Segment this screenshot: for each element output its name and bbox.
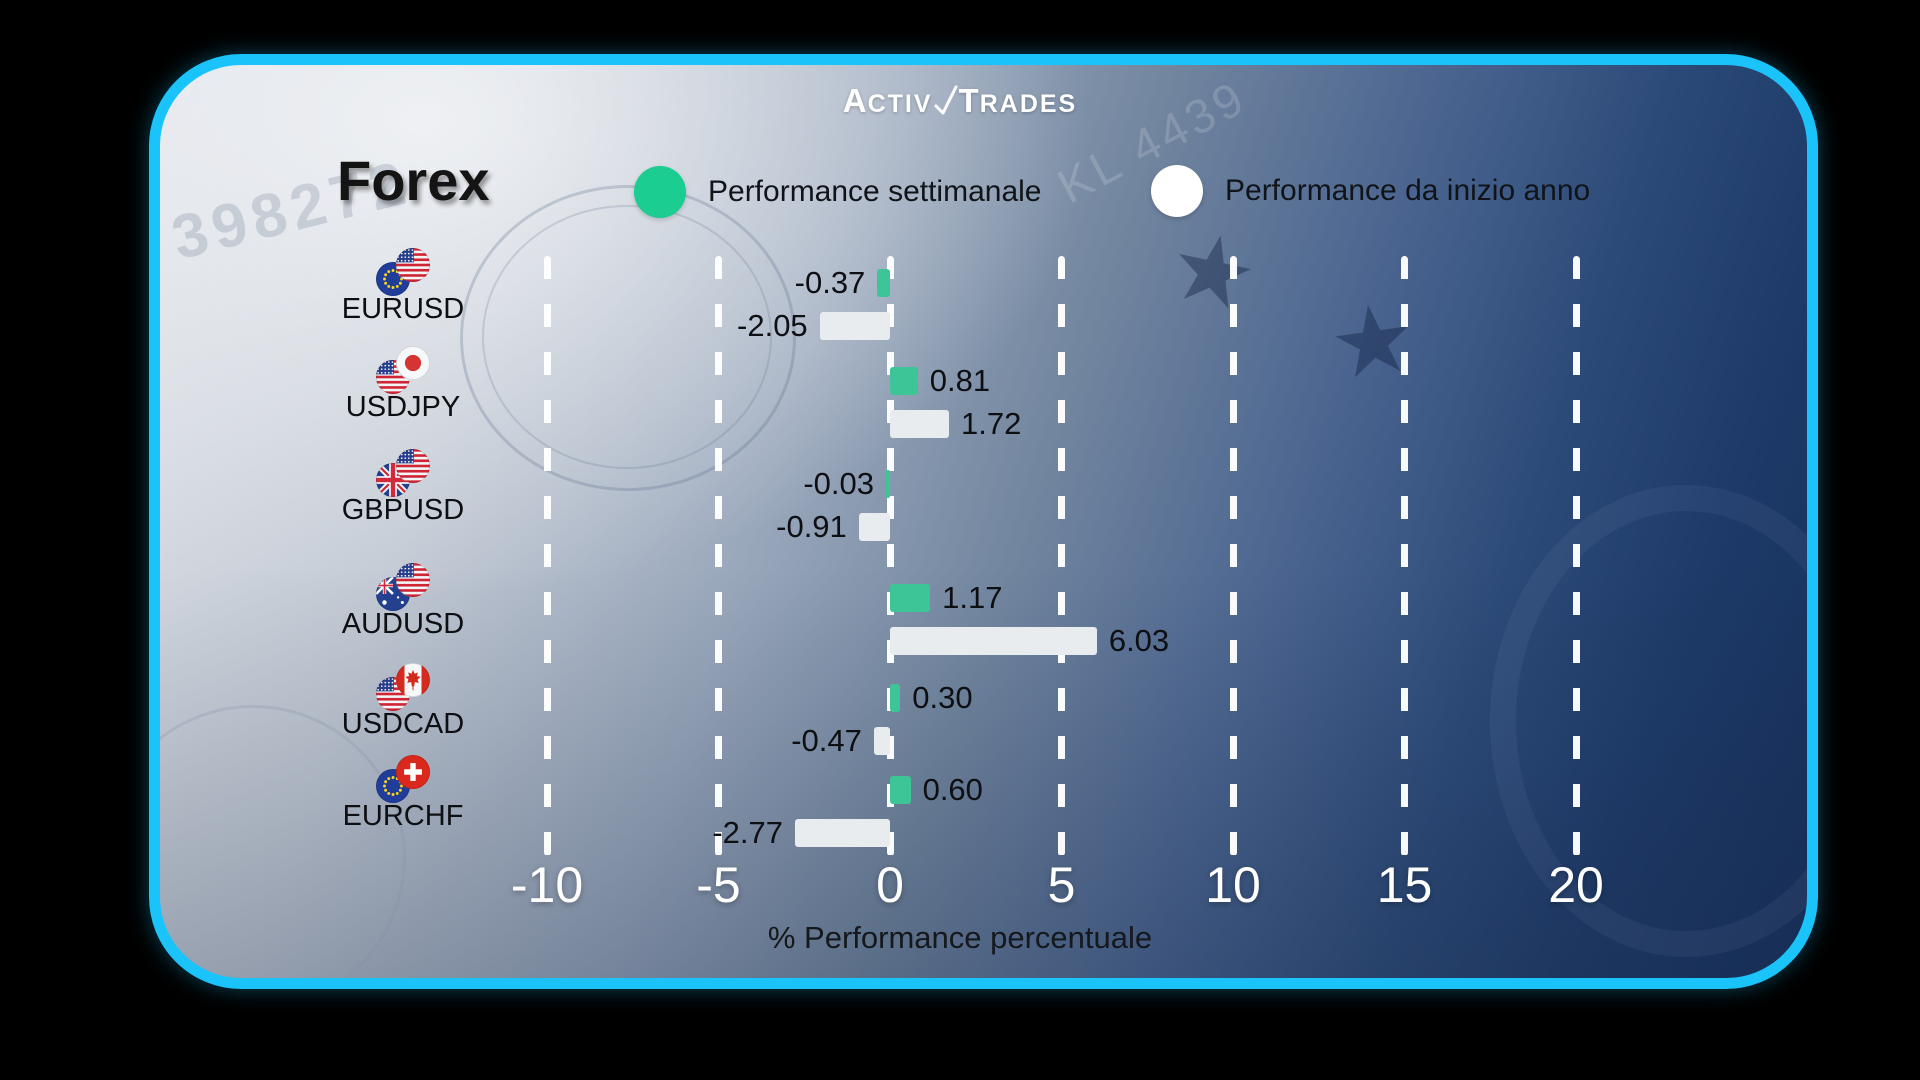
flag-overlay	[396, 563, 430, 602]
logo-text: A	[842, 82, 868, 119]
USDCAD-ytd-bar	[873, 727, 890, 755]
AUDUSD-weekly-bar	[890, 584, 931, 612]
flag-pair-EURUSD	[376, 248, 434, 300]
ytd-legend-label: Performance da inizio anno	[1225, 174, 1591, 207]
x-tick-5: 5	[1047, 857, 1076, 913]
USDJPY-ytd-bar-value-label: 1.72	[960, 406, 1022, 441]
GBPUSD-weekly-bar	[886, 470, 890, 498]
x-tick-10: 10	[1205, 857, 1261, 913]
flag-us-icon	[396, 563, 430, 597]
pair-label-EURUSD: EURUSD	[341, 293, 465, 325]
USDJPY-ytd-bar	[890, 410, 949, 438]
x-tick-15: 15	[1376, 857, 1433, 913]
EURCHF-ytd-bar-value-label: -2.77	[712, 815, 783, 850]
EURCHF-ytd-bar	[794, 819, 890, 847]
gridline-10	[1229, 256, 1237, 856]
EURCHF-weekly-bar	[890, 776, 911, 804]
EURCHF-weekly-bar-value-label: 0.60	[922, 772, 983, 807]
weekly-legend-label: Performance settimanale	[708, 175, 1042, 208]
USDJPY-weekly-bar-value-label: 0.81	[929, 363, 991, 398]
GBPUSD-ytd-bar	[858, 513, 890, 541]
flag-overlay	[396, 248, 430, 287]
EURUSD-ytd-bar	[819, 312, 890, 340]
flag-overlay	[396, 346, 430, 385]
pair-label-USDJPY: USDJPY	[345, 391, 461, 423]
AUDUSD-ytd-bar-value-label: 6.03	[1108, 623, 1170, 658]
USDJPY-weekly-bar	[890, 367, 918, 395]
flag-pair-USDCAD	[376, 663, 434, 715]
pair-label-USDCAD: USDCAD	[341, 708, 465, 740]
x-tick--10: -10	[510, 857, 584, 913]
gridline-15	[1401, 256, 1408, 856]
USDCAD-ytd-bar-value-label: -0.47	[791, 723, 862, 758]
pair-label-EURCHF: EURCHF	[342, 800, 464, 832]
AUDUSD-weekly-bar-value-label: 1.17	[942, 580, 1003, 615]
gridline-0	[886, 256, 894, 856]
AUDUSD-ytd-bar	[890, 627, 1097, 655]
x-tick-20: 20	[1548, 857, 1604, 913]
USDCAD-weekly-bar-value-label: 0.30	[912, 680, 973, 715]
flag-pair-GBPUSD	[376, 449, 434, 501]
pair-label-GBPUSD: GBPUSD	[341, 494, 465, 526]
flag-us-icon	[396, 248, 430, 282]
EURUSD-ytd-bar-value-label: -2.05	[737, 308, 808, 343]
gridline--10	[543, 256, 551, 856]
flag-ch-icon	[396, 755, 430, 789]
EURUSD-weekly-bar	[877, 269, 890, 297]
ytd-legend-dot	[1151, 165, 1203, 217]
USDCAD-weekly-bar	[890, 684, 901, 712]
flag-pair-AUDUSD	[376, 563, 434, 615]
activtrades-logo: ACTIV TRADES	[842, 82, 1078, 119]
flag-overlay	[396, 663, 430, 702]
flag-overlay	[396, 755, 430, 794]
logo-check-icon	[934, 85, 958, 115]
EURUSD-weekly-bar-value-label: -0.37	[794, 265, 866, 300]
weekly-legend-dot	[634, 166, 686, 218]
flag-pair-EURCHF	[376, 755, 434, 807]
flag-jp-icon	[396, 346, 430, 380]
GBPUSD-ytd-bar-value-label: -0.91	[776, 509, 847, 544]
pair-label-AUDUSD: AUDUSD	[341, 608, 465, 640]
flag-overlay	[396, 449, 430, 488]
flag-us-icon	[396, 449, 430, 483]
gridline-20	[1572, 256, 1580, 856]
GBPUSD-weekly-bar-value-label: -0.03	[803, 466, 874, 501]
chart-title: Forex	[337, 149, 490, 212]
legend-item-weekly: Performance settimanale	[634, 166, 1042, 218]
gridline-5	[1058, 256, 1065, 856]
flag-ca-icon	[396, 663, 430, 697]
flag-pair-USDJPY	[376, 346, 434, 398]
legend-item-ytd: Performance da inizio anno	[1151, 165, 1590, 217]
x-tick--5: -5	[696, 857, 741, 913]
x-tick-0: 0	[876, 857, 904, 913]
x-axis-label: % Performance percentuale	[767, 920, 1153, 955]
gridline--5	[715, 256, 722, 856]
